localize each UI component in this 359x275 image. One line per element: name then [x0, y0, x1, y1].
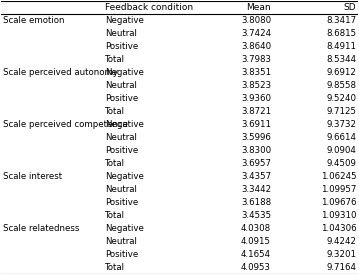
Text: 4.1654: 4.1654: [241, 250, 271, 259]
Text: 3.7983: 3.7983: [241, 55, 271, 64]
Text: Scale perceived competence: Scale perceived competence: [3, 120, 128, 129]
Text: 1.04306: 1.04306: [321, 224, 356, 233]
Text: 8.5344: 8.5344: [326, 55, 356, 64]
Text: 3.8523: 3.8523: [241, 81, 271, 90]
Text: Total: Total: [105, 159, 125, 168]
Text: 9.4509: 9.4509: [326, 159, 356, 168]
Text: 3.6188: 3.6188: [241, 198, 271, 207]
Text: Total: Total: [105, 211, 125, 220]
Text: Feedback condition: Feedback condition: [105, 3, 193, 12]
Text: 3.8300: 3.8300: [241, 146, 271, 155]
Text: Total: Total: [105, 263, 125, 272]
Text: Scale emotion: Scale emotion: [3, 16, 65, 25]
Text: Neutral: Neutral: [105, 185, 136, 194]
Text: 1.09957: 1.09957: [321, 185, 356, 194]
Text: Scale interest: Scale interest: [3, 172, 62, 181]
Text: 9.5240: 9.5240: [326, 94, 356, 103]
Text: Negative: Negative: [105, 120, 144, 129]
Text: 1.06245: 1.06245: [321, 172, 356, 181]
Text: 4.0915: 4.0915: [241, 237, 271, 246]
Text: 3.6957: 3.6957: [241, 159, 271, 168]
Text: 9.8558: 9.8558: [326, 81, 356, 90]
Text: 3.7424: 3.7424: [241, 29, 271, 38]
Text: Neutral: Neutral: [105, 237, 136, 246]
Text: Negative: Negative: [105, 172, 144, 181]
Text: 8.3417: 8.3417: [326, 16, 356, 25]
Text: Neutral: Neutral: [105, 133, 136, 142]
Text: 3.4535: 3.4535: [241, 211, 271, 220]
Text: Neutral: Neutral: [105, 81, 136, 90]
Text: Scale perceived autonomy: Scale perceived autonomy: [3, 68, 118, 77]
Text: 9.3201: 9.3201: [326, 250, 356, 259]
Text: 3.8080: 3.8080: [241, 16, 271, 25]
Text: 9.7125: 9.7125: [326, 107, 356, 116]
Text: 3.4357: 3.4357: [241, 172, 271, 181]
Text: 1.09676: 1.09676: [321, 198, 356, 207]
Text: Positive: Positive: [105, 42, 138, 51]
Text: SD: SD: [344, 3, 356, 12]
Text: 4.0953: 4.0953: [241, 263, 271, 272]
Text: 9.3732: 9.3732: [326, 120, 356, 129]
Text: Neutral: Neutral: [105, 29, 136, 38]
Text: Negative: Negative: [105, 224, 144, 233]
Text: 1.09310: 1.09310: [321, 211, 356, 220]
Text: Positive: Positive: [105, 198, 138, 207]
Text: 3.8351: 3.8351: [241, 68, 271, 77]
Text: 3.3442: 3.3442: [241, 185, 271, 194]
Text: Positive: Positive: [105, 94, 138, 103]
Text: 9.6614: 9.6614: [326, 133, 356, 142]
Text: Negative: Negative: [105, 16, 144, 25]
Text: 9.7164: 9.7164: [326, 263, 356, 272]
Text: 8.4911: 8.4911: [326, 42, 356, 51]
Text: Total: Total: [105, 107, 125, 116]
Text: Total: Total: [105, 55, 125, 64]
Text: 3.8640: 3.8640: [241, 42, 271, 51]
Text: 3.8721: 3.8721: [241, 107, 271, 116]
Text: Mean: Mean: [246, 3, 271, 12]
Text: 9.0904: 9.0904: [326, 146, 356, 155]
Text: Scale relatedness: Scale relatedness: [3, 224, 80, 233]
Text: Negative: Negative: [105, 68, 144, 77]
Text: 9.6912: 9.6912: [326, 68, 356, 77]
Text: Positive: Positive: [105, 146, 138, 155]
Text: Positive: Positive: [105, 250, 138, 259]
Text: 3.6911: 3.6911: [241, 120, 271, 129]
Text: 8.6815: 8.6815: [326, 29, 356, 38]
Text: 3.5996: 3.5996: [241, 133, 271, 142]
Text: 3.9360: 3.9360: [241, 94, 271, 103]
Text: 9.4242: 9.4242: [326, 237, 356, 246]
Text: 4.0308: 4.0308: [241, 224, 271, 233]
